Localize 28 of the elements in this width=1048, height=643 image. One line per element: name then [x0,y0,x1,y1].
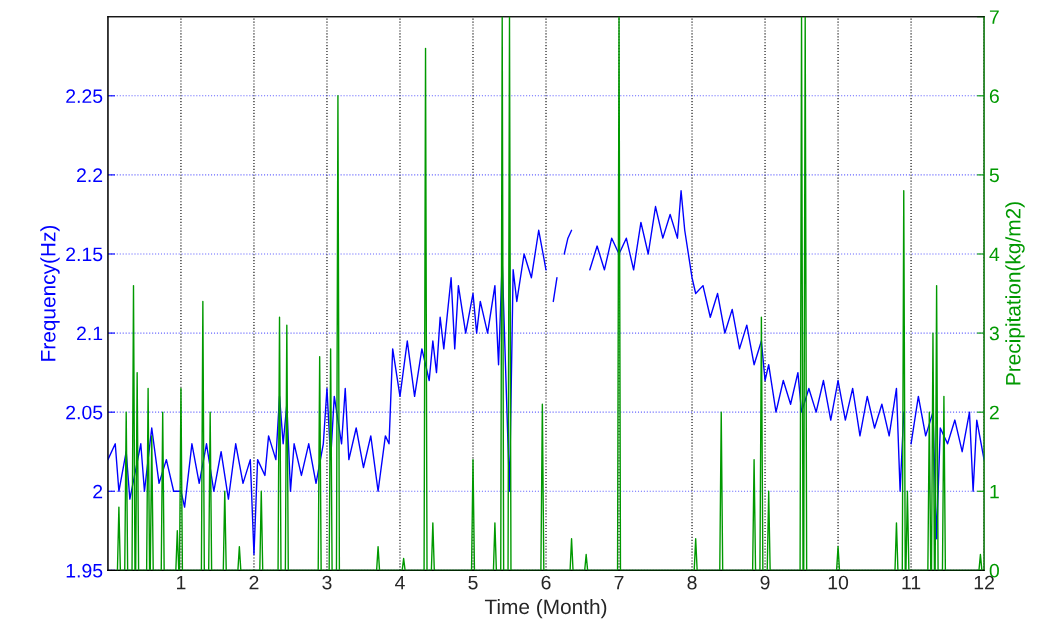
y-tick-label: 2 [93,484,103,499]
x-tick-label: 3 [322,575,332,590]
y2-tick-label: 7 [989,10,999,24]
x-tick-label: 11 [902,575,921,590]
y-tick-label: 2.1 [77,326,103,341]
x-tick-label: 9 [760,575,770,590]
x-tick-label: 5 [468,575,478,590]
y-axis-title: Frequency(Hz) [40,225,60,361]
y-tick-label: 1.95 [66,563,103,578]
y2-tick-label: 6 [989,89,999,104]
y-tick-label: 2.15 [66,247,103,262]
y2-tick-label: 2 [989,405,999,420]
y2-tick-label: 4 [989,247,1000,262]
y-tick-label: 2.25 [66,89,103,104]
x-tick-label: 10 [828,575,849,590]
x-tick-label: 8 [687,575,697,590]
x-tick-label: 6 [541,575,551,590]
y2-tick-label: 1 [990,484,999,499]
x-axis-title: Time (Month) [484,598,607,619]
y-tick-label: 2.05 [66,405,103,420]
y2-tick-label: 3 [989,326,999,341]
x-tick-label: 2 [249,575,259,590]
y2-axis-title: Precipitation(kg/m2) [1005,202,1025,385]
x-tick-label: 4 [395,575,405,590]
x-tick-label: 7 [614,575,624,590]
y2-tick-label: 5 [989,168,999,183]
x-tick-label: 1 [177,575,186,590]
y-tick-label: 2.2 [77,168,103,182]
